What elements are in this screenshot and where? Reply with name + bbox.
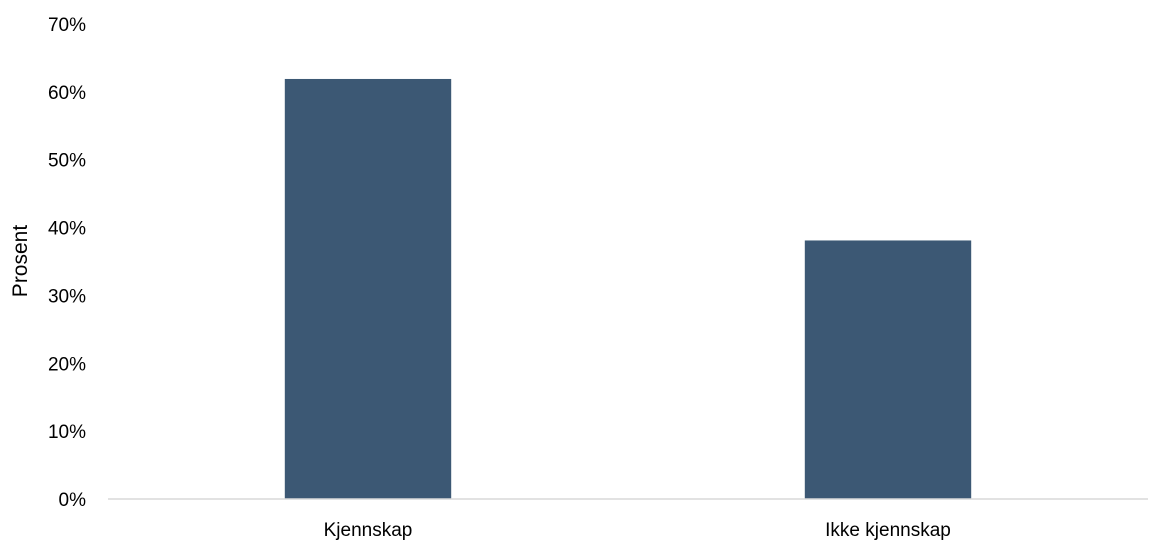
y-tick-label: 30% [48, 286, 86, 307]
y-tick-label: 50% [48, 151, 86, 172]
bar [284, 78, 452, 499]
y-axis-ticks: 0% 10% 20% 30% 40% 50% 60% 70% [48, 15, 86, 511]
y-tick-label: 70% [48, 15, 86, 36]
y-tick-label: 20% [48, 354, 86, 375]
y-tick-label: 10% [48, 422, 86, 443]
y-tick-label: 0% [59, 490, 87, 511]
y-tick-label: 40% [48, 219, 86, 240]
bars [284, 78, 972, 499]
x-axis-labels: Kjennskap Ikke kjennskap [324, 520, 951, 541]
y-tick-label: 60% [48, 83, 86, 104]
x-category-label: Ikke kjennskap [825, 520, 951, 541]
bar [804, 240, 972, 499]
x-category-label: Kjennskap [324, 520, 413, 541]
y-axis-title: Prosent [9, 225, 32, 298]
